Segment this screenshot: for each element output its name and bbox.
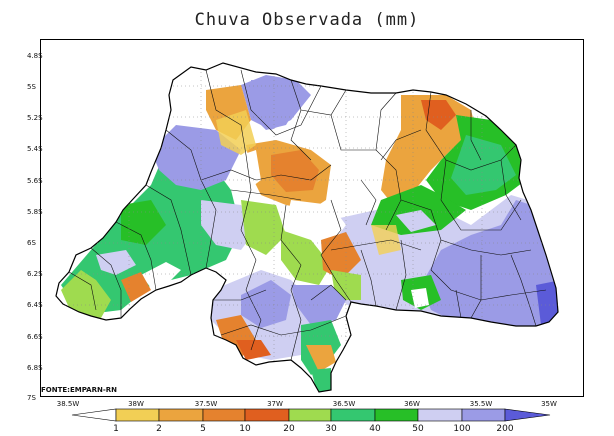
legend-swatch-40-50 xyxy=(374,408,419,422)
lat-label: 4.8S xyxy=(27,52,43,60)
lat-label: 6S xyxy=(27,239,36,247)
lon-label: 38W xyxy=(128,400,144,408)
lat-label: 6.8S xyxy=(27,364,43,372)
lat-label: 5.6S xyxy=(27,177,43,185)
legend-swatch-10-20 xyxy=(244,408,290,422)
lon-label: 35.5W xyxy=(469,400,493,408)
map-frame xyxy=(40,39,584,397)
lon-label: 38.5W xyxy=(56,400,80,408)
legend-swatch-2-5 xyxy=(158,408,204,422)
lat-label: 5.8S xyxy=(27,208,43,216)
lon-label: 36W xyxy=(404,400,420,408)
legend-swatch-above-200 xyxy=(504,408,551,422)
source-label: FONTE:EMPARN-RN xyxy=(41,386,118,394)
legend-swatch-5-10 xyxy=(202,408,246,422)
legend-value: 20 xyxy=(283,424,295,434)
legend-value: 5 xyxy=(200,424,206,434)
rainfall-map xyxy=(55,62,559,393)
lat-label: 5.2S xyxy=(27,114,43,122)
legend-value: 100 xyxy=(453,424,471,434)
legend-swatch-50-100 xyxy=(417,408,463,422)
lat-label: 7S xyxy=(27,394,36,402)
legend-value: 2 xyxy=(156,424,162,434)
map-title: Chuva Observada (mm) xyxy=(194,10,420,30)
lon-label: 37.5W xyxy=(194,400,218,408)
color-legend xyxy=(71,408,551,422)
lon-label: 37W xyxy=(267,400,283,408)
lat-label: 6.4S xyxy=(27,301,43,309)
legend-value: 1 xyxy=(113,424,119,434)
lat-label: 5S xyxy=(27,83,36,91)
legend-swatch-30-40 xyxy=(330,408,376,422)
legend-swatch-below-1 xyxy=(71,408,117,422)
lon-label: 35W xyxy=(541,400,557,408)
lat-label: 6.2S xyxy=(27,270,43,278)
lon-label: 36.5W xyxy=(332,400,356,408)
legend-swatch-100-200 xyxy=(461,408,506,422)
legend-value: 200 xyxy=(496,424,514,434)
lat-label: 5.4S xyxy=(27,145,43,153)
lat-label: 6.6S xyxy=(27,333,43,341)
legend-value: 30 xyxy=(325,424,337,434)
legend-value: 50 xyxy=(412,424,424,434)
legend-value: 10 xyxy=(239,424,251,434)
legend-value: 40 xyxy=(369,424,381,434)
legend-swatch-20-30 xyxy=(288,408,332,422)
legend-swatch-1-2 xyxy=(115,408,160,422)
